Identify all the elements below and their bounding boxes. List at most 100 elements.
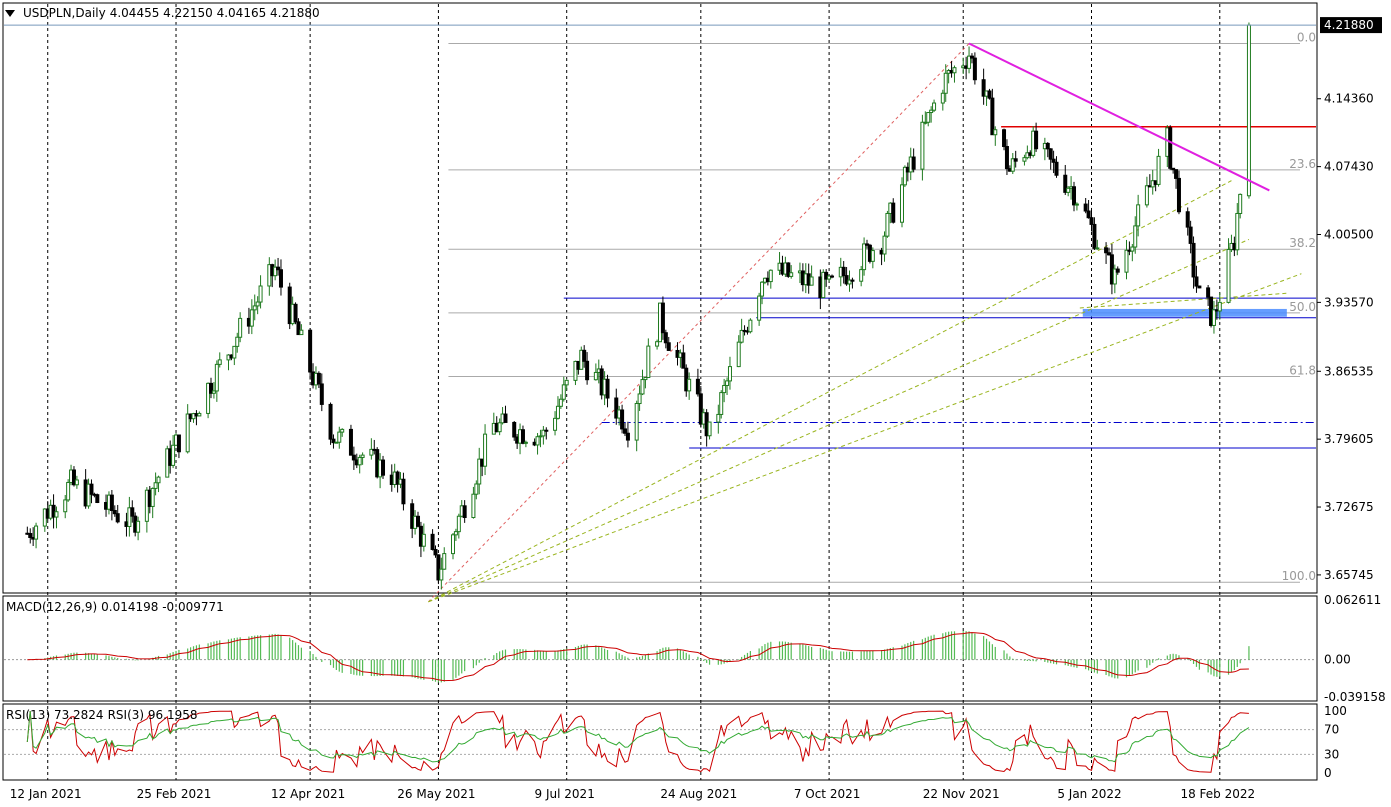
candle-body: [1211, 309, 1216, 326]
candle-body: [66, 481, 71, 501]
candle-body: [899, 184, 904, 223]
candle-body: [1106, 252, 1111, 256]
candle-body: [1197, 285, 1202, 289]
candle-body: [474, 483, 479, 495]
candle-body: [786, 262, 791, 277]
time-axis-label: 7 Oct 2021: [794, 787, 861, 801]
candle-body: [870, 250, 875, 262]
candle-body: [727, 366, 732, 382]
candle-body: [299, 329, 304, 336]
candle-body: [433, 548, 438, 556]
candle-body: [760, 281, 765, 297]
candle-body: [319, 383, 324, 405]
candle-body: [655, 341, 660, 347]
candle-body: [252, 305, 257, 311]
candle-body: [847, 279, 852, 285]
candle-body: [401, 478, 406, 505]
candle-body: [421, 533, 426, 547]
candle-body: [993, 129, 998, 136]
candle-body: [1194, 276, 1199, 287]
candle-body: [34, 525, 39, 540]
candle-body: [112, 510, 117, 515]
ohlc-values: 4.04455 4.22150 4.04165 4.21880: [109, 6, 320, 20]
time-axis-label: 18 Feb 2022: [1180, 787, 1255, 801]
macd-axis-label: 0.062611: [1324, 593, 1381, 607]
candle-body: [1130, 246, 1135, 252]
candle-body: [809, 276, 814, 286]
time-axis-label: 22 Nov 2021: [923, 787, 1000, 801]
candle-body: [553, 417, 558, 431]
candle-body: [115, 513, 120, 523]
candle-body: [920, 121, 925, 170]
rsi-label-2: RSI(3) 96.1958: [107, 708, 198, 722]
candle-body: [217, 359, 222, 365]
candle-body: [1048, 148, 1053, 160]
candle-body: [150, 487, 155, 507]
candle-body: [1022, 157, 1027, 162]
price-tick-label: 4.00500: [1324, 228, 1374, 242]
candle-body: [512, 421, 517, 438]
candle-body: [736, 341, 741, 368]
candle-body: [395, 471, 400, 485]
candle-body: [255, 301, 260, 307]
candle-body: [308, 329, 313, 373]
candle-body: [1136, 204, 1141, 227]
candle-body: [981, 79, 986, 97]
candle-body: [1002, 129, 1007, 148]
candle-body: [54, 511, 59, 518]
candle-body: [89, 483, 94, 495]
candle-body: [28, 533, 33, 538]
candle-body: [1083, 203, 1088, 212]
price-tick-label: 4.14360: [1324, 92, 1374, 106]
candle-body: [211, 390, 216, 394]
time-axis-label: 9 Jul 2021: [535, 787, 595, 801]
candle-body: [130, 507, 135, 517]
candle-body: [1054, 161, 1059, 176]
candle-body: [1144, 185, 1149, 206]
candle-body: [348, 428, 353, 456]
candle-body: [276, 266, 281, 271]
candle-body: [637, 393, 642, 405]
candle-body: [249, 309, 254, 327]
candle-body: [739, 329, 744, 343]
dropdown-triangle-icon[interactable]: [5, 9, 15, 17]
rsi13-line: [26, 710, 1250, 763]
candle-body: [109, 494, 114, 512]
candle-body: [442, 553, 447, 570]
candle-body: [926, 112, 931, 123]
macd-signal-line: [27, 632, 1249, 682]
candle-body: [351, 454, 356, 461]
candle-body: [51, 504, 56, 518]
candle-body: [296, 321, 301, 336]
macd-values: 0.014198 -0.009771: [101, 600, 224, 614]
candle-body: [206, 382, 211, 414]
candle-body: [185, 413, 190, 453]
time-axis-label: 12 Apr 2021: [271, 787, 345, 801]
fan-line: [428, 273, 1302, 603]
candle-body: [990, 97, 995, 136]
time-axis-label: 25 Feb 2021: [137, 787, 212, 801]
candle-body: [663, 332, 668, 344]
candle-body: [1095, 247, 1100, 250]
macd-header: MACD(12,26,9) 0.014198 -0.009771: [6, 600, 224, 614]
candle-body: [634, 403, 639, 441]
candle-body: [1086, 210, 1091, 219]
candle-body: [156, 476, 161, 484]
candle-body: [620, 409, 625, 430]
candle-body: [369, 448, 374, 456]
candle-body: [1072, 186, 1077, 206]
candle-body: [987, 90, 992, 99]
candle-body: [340, 428, 345, 433]
candle-body: [209, 382, 214, 394]
candle-body: [462, 505, 467, 519]
candle-body: [625, 432, 630, 441]
candle-body: [573, 360, 578, 381]
candle-body: [885, 212, 890, 237]
candle-body: [331, 438, 336, 444]
candle-body: [360, 454, 365, 458]
candle-body: [453, 531, 458, 536]
candle-body: [614, 397, 619, 419]
candle-body: [86, 483, 91, 507]
time-axis-label: 24 Aug 2021: [660, 787, 737, 801]
